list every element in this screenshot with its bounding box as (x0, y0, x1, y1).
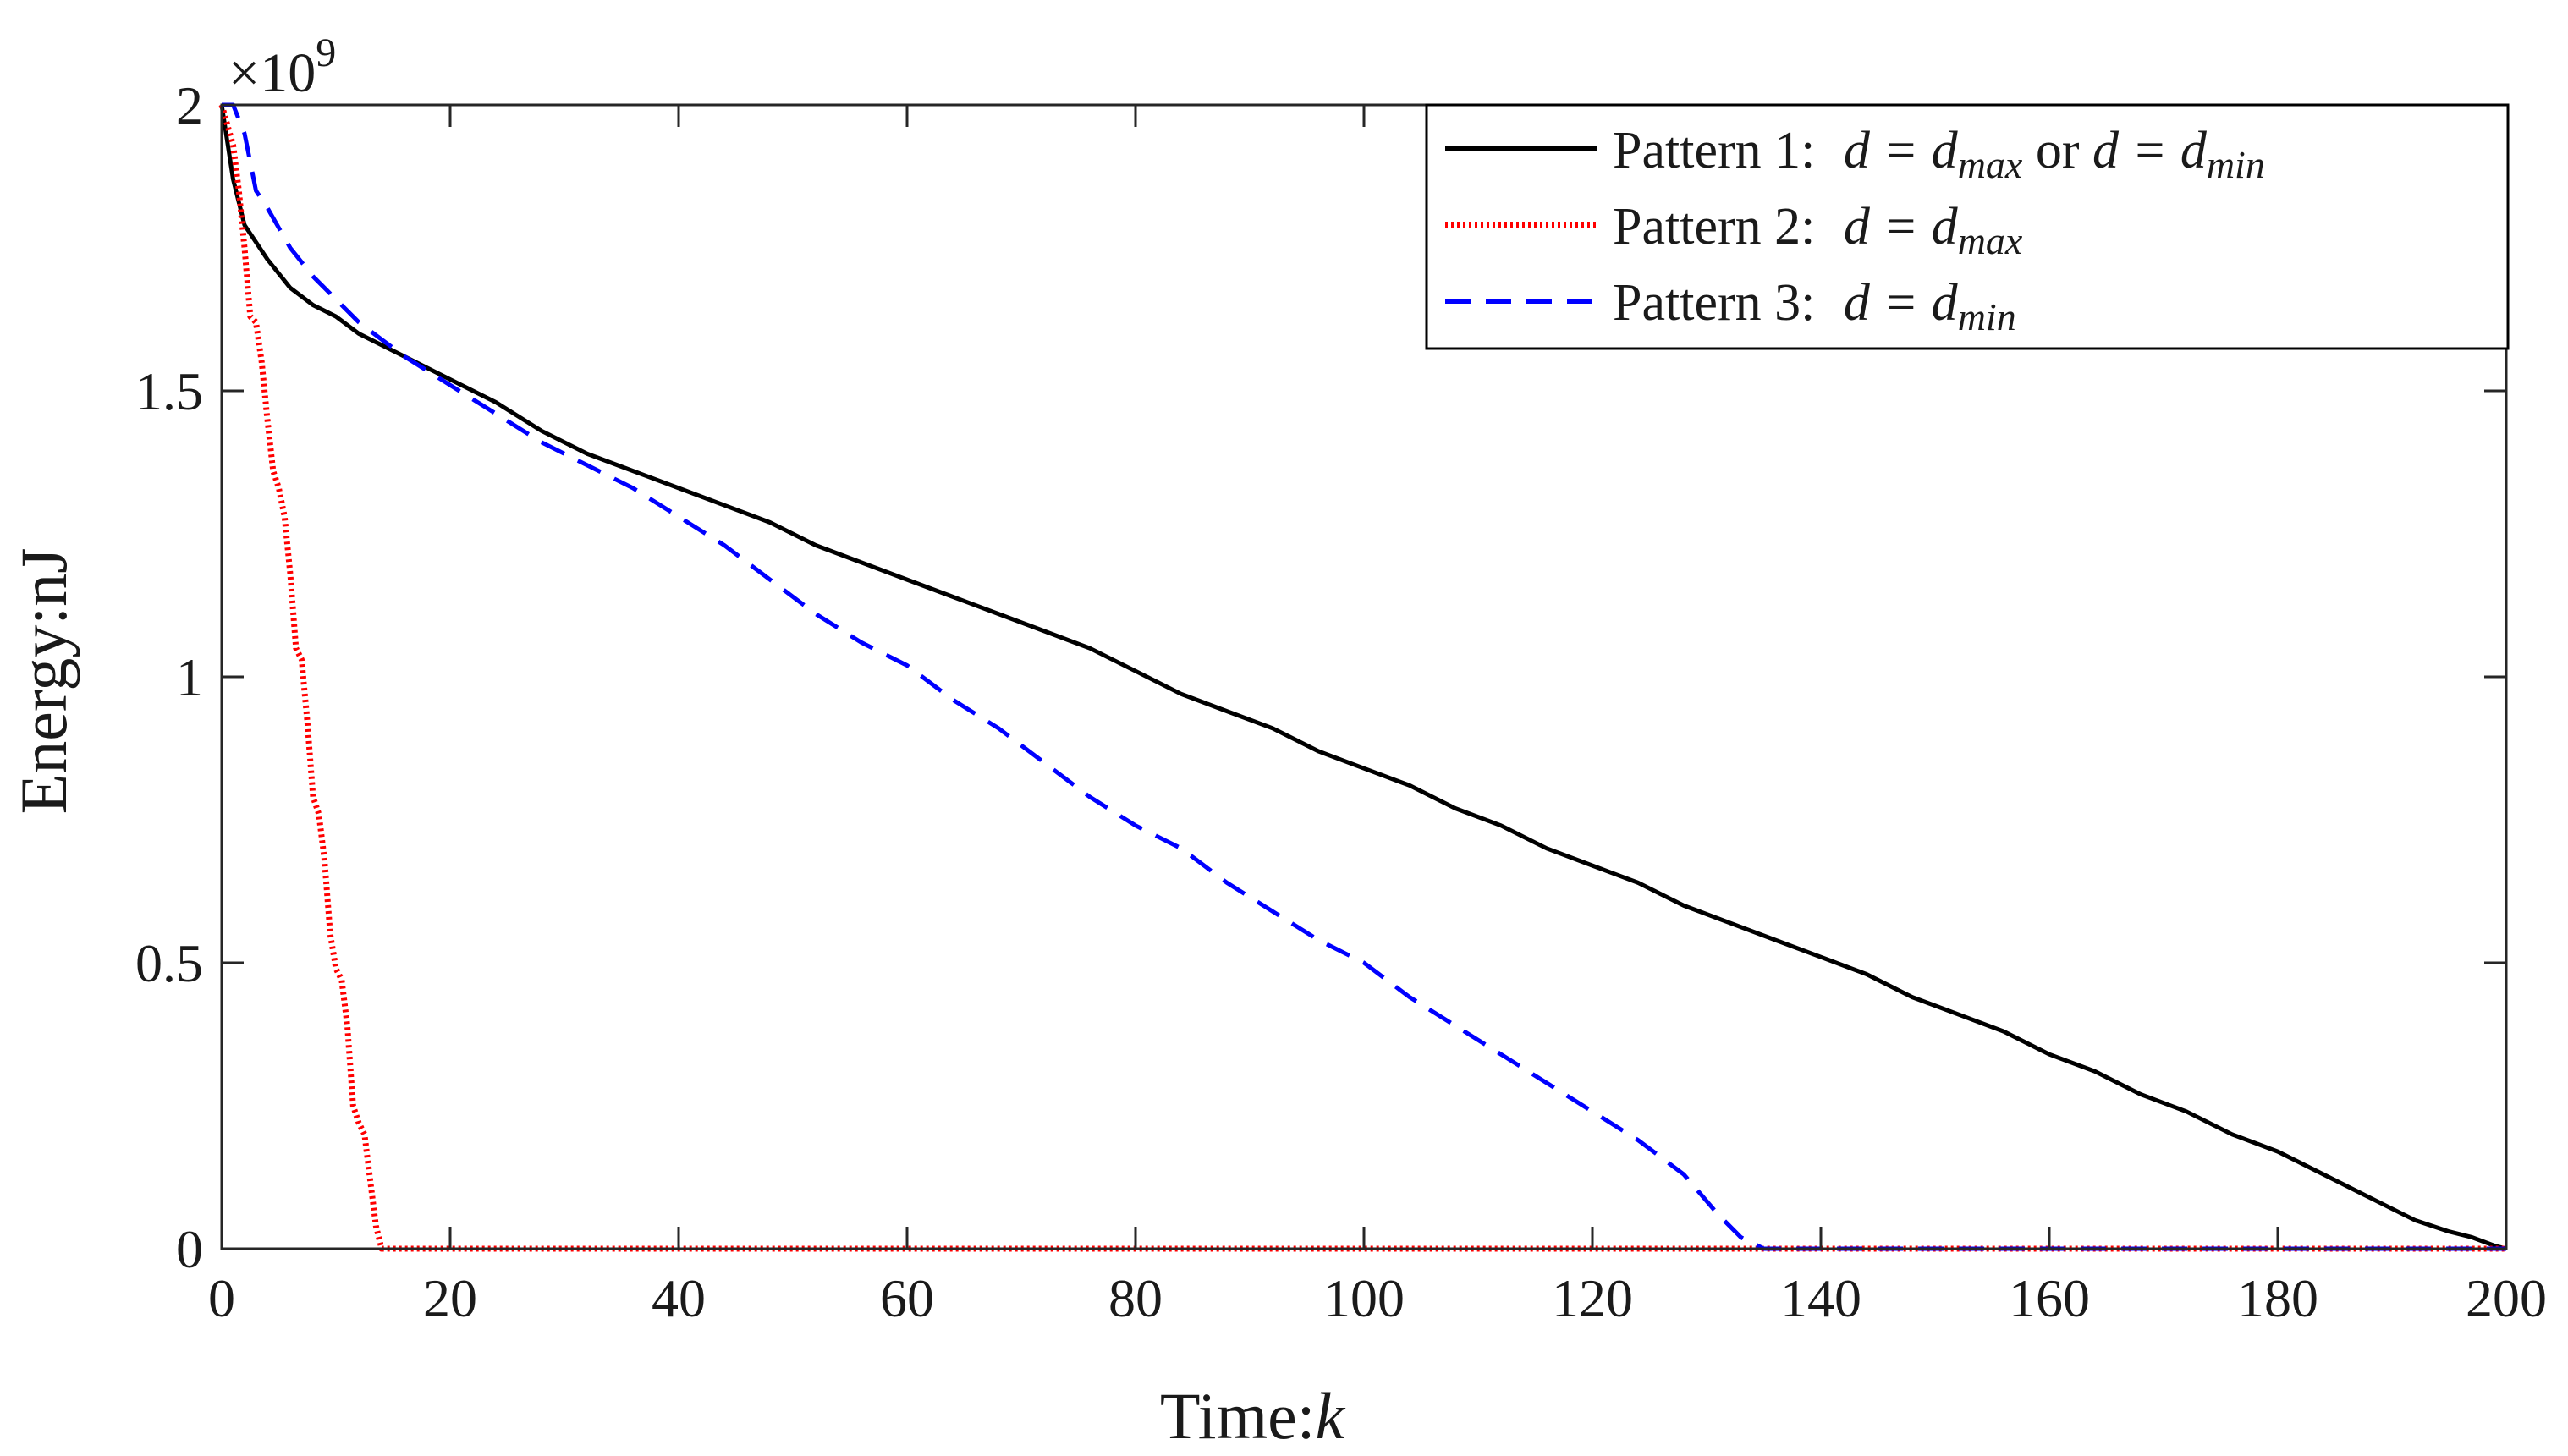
legend: Pattern 1: d = dmax or d = dmin Pattern … (1425, 103, 2510, 350)
legend-or-pattern-1: or (2022, 122, 2092, 179)
legend-entry-pattern-1: Pattern 1: d = dmax or d = dmin (1613, 122, 2265, 186)
x-axis-label-variable: k (1315, 1379, 1345, 1453)
legend-entry-pattern-2: Pattern 2: d = dmax (1613, 198, 2023, 262)
x-tick-label: 60 (880, 1268, 934, 1328)
x-tick-label: 180 (2237, 1268, 2318, 1328)
legend-label-pattern-3: Pattern 3: (1613, 274, 1815, 332)
x-tick-label: 80 (1108, 1268, 1163, 1328)
x-tick-label: 40 (652, 1268, 706, 1328)
legend-label-pattern-2: Pattern 2: (1613, 198, 1815, 255)
y-tick-label: 1 (176, 647, 203, 707)
y-tick-label: 1.5 (135, 361, 203, 421)
x-tick-label: 100 (1323, 1268, 1405, 1328)
y-tick-label: 0 (176, 1219, 203, 1279)
x-tick-label: 0 (208, 1268, 235, 1328)
legend-label-pattern-1: Pattern 1: (1613, 122, 1815, 179)
x-tick-label: 160 (2009, 1268, 2090, 1328)
y-exponent-prefix: ×10 (228, 42, 316, 104)
legend-sub-pattern-3: min (1958, 295, 2016, 338)
legend-entry-pattern-3: Pattern 3: d = dmin (1613, 274, 2016, 338)
legend-eq2-pattern-1: d = d (2092, 122, 2208, 179)
legend-eq-pattern-3: d = d (1844, 274, 1959, 332)
x-tick-label: 200 (2466, 1268, 2547, 1328)
legend-sub2-pattern-1: min (2207, 143, 2265, 186)
y-tick-label: 0.5 (135, 933, 203, 993)
legend-box (1425, 103, 2510, 350)
legend-eq-pattern-1: d = d (1844, 122, 1959, 179)
axis-ticks: 0 20 40 60 80 100 120 140 160 180 200 0 0.5 1 1.5 2 (135, 75, 2547, 1328)
x-tick-label: 140 (1780, 1268, 1861, 1328)
series-line-pattern-3 (222, 102, 2506, 1251)
x-axis-label-text: Time: (1160, 1379, 1316, 1453)
x-tick-label: 20 (423, 1268, 477, 1328)
y-exponent-power: 9 (316, 30, 336, 75)
legend-sub-pattern-1: max (1958, 143, 2023, 186)
y-axis-label: Energy:nJ (7, 548, 80, 815)
y-tick-label: 2 (176, 75, 203, 135)
y-axis-exponent: ×109 (228, 30, 336, 104)
legend-eq-pattern-2: d = d (1844, 198, 1959, 255)
x-axis-label: Time:k (1160, 1379, 1346, 1453)
legend-sub-pattern-2: max (1958, 219, 2023, 262)
x-tick-label: 120 (1552, 1268, 1633, 1328)
series-line-pattern-1 (219, 104, 2507, 1251)
